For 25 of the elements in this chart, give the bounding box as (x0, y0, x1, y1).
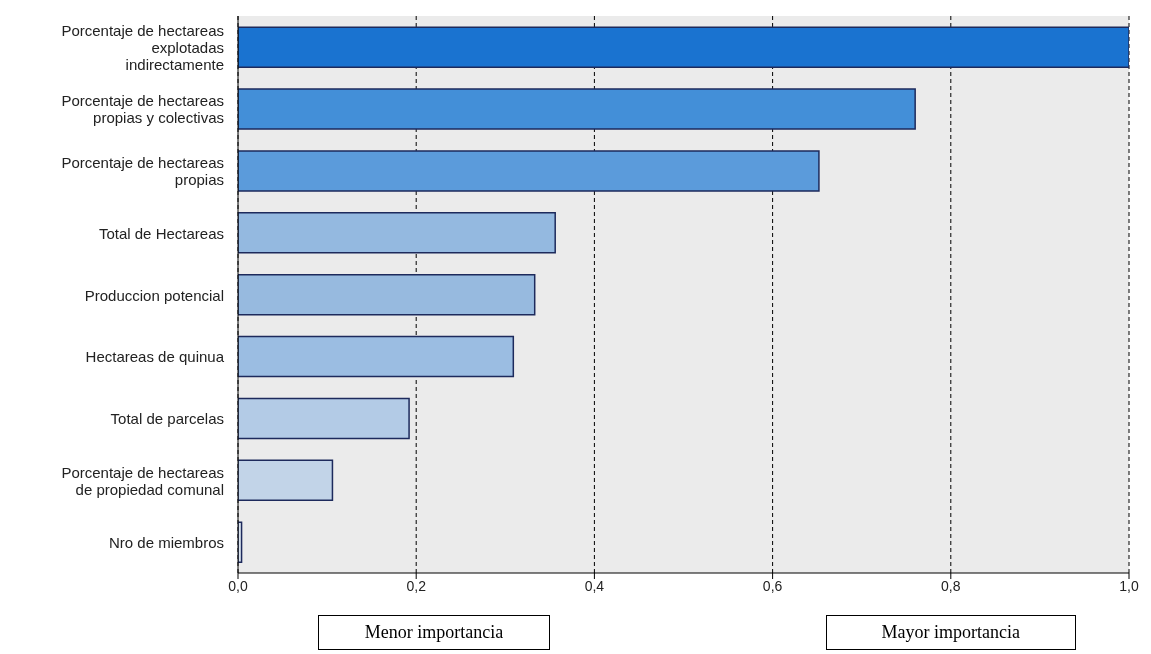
x-tick-label: 0,6 (762, 577, 783, 594)
bar (238, 459, 334, 502)
y-tick-label: Produccion potencial (84, 286, 224, 303)
bar (238, 212, 556, 254)
y-tick-label: Porcentaje de hectareas de propiedad comunal (61, 463, 224, 498)
y-tick-label: Porcentaje de hectareas propias (61, 153, 224, 188)
bar (238, 26, 1129, 68)
text: Menor importancia (318, 615, 550, 650)
text: Mayor importancia (826, 615, 1076, 650)
bar (238, 150, 820, 192)
y-tick-label: Total de Hectareas (98, 224, 224, 242)
x-tick-label: 0,0 (228, 577, 248, 594)
y-tick-label: Total de parcelas (110, 409, 224, 427)
bar (238, 335, 515, 378)
x-tick-label: 1,0 (1119, 577, 1139, 594)
x-tick-label: 0,4 (584, 577, 605, 594)
bar (238, 397, 410, 440)
bar (238, 88, 916, 130)
y-tick-label: Porcentaje de hectareas propias y colectivas (61, 91, 224, 126)
y-tick-label: Porcentaje de hectareas explotadas indirectamente (61, 21, 224, 73)
x-tick-label: 0,2 (406, 577, 427, 594)
y-tick-label: Hectareas de quinua (85, 347, 225, 365)
y-tick-label: Nro de miembros (108, 533, 224, 551)
x-tick-label: 0,8 (941, 577, 961, 594)
bar (238, 273, 536, 316)
